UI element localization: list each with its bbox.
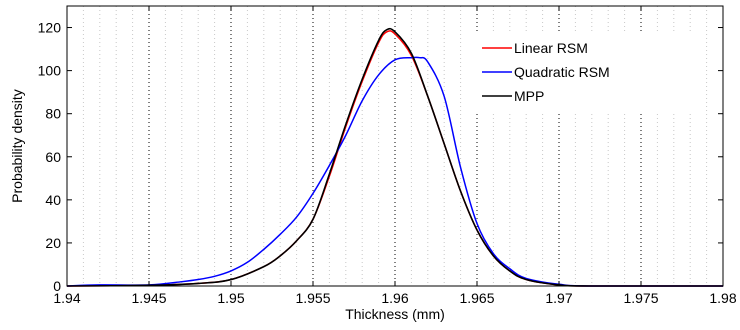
- grid-lines: [82, 6, 708, 286]
- y-tick-label: 40: [45, 192, 61, 208]
- x-tick-label: 1.955: [295, 290, 330, 306]
- legend-label-mpp: MPP: [514, 88, 544, 104]
- x-tick-label: 1.94: [53, 290, 80, 306]
- x-axis-label: Thickness (mm): [345, 306, 445, 322]
- y-tick-label: 0: [53, 278, 61, 294]
- series-line-quadratic-rsm: [66, 56, 723, 287]
- series-lines: [66, 27, 723, 287]
- x-tick-label: 1.97: [545, 290, 572, 306]
- axis-ticks: 1.94 1.945 1.95 1.955 1.96 1.965 1.97 1.975 1.98…: [38, 6, 737, 306]
- x-tick-label: 1.945: [131, 290, 166, 306]
- y-axis-label: Probability density: [9, 89, 25, 203]
- y-tick-label: 60: [45, 149, 61, 165]
- y-tick-label: 80: [45, 106, 61, 122]
- series-line-mpp: [66, 27, 723, 287]
- legend: Linear RSM Quadratic RSM MPP: [476, 32, 696, 112]
- y-tick-label: 120: [38, 20, 62, 36]
- legend-label-linear-rsm: Linear RSM: [514, 40, 588, 56]
- y-tick-label: 20: [45, 235, 61, 251]
- legend-label-quadratic-rsm: Quadratic RSM: [514, 64, 610, 80]
- x-tick-label: 1.95: [217, 290, 244, 306]
- x-tick-label: 1.96: [381, 290, 408, 306]
- legend-box: [476, 32, 696, 112]
- y-tick-label: 100: [38, 63, 62, 79]
- x-tick-label: 1.975: [623, 290, 658, 306]
- x-tick-label: 1.98: [709, 290, 736, 306]
- x-tick-label: 1.965: [459, 290, 494, 306]
